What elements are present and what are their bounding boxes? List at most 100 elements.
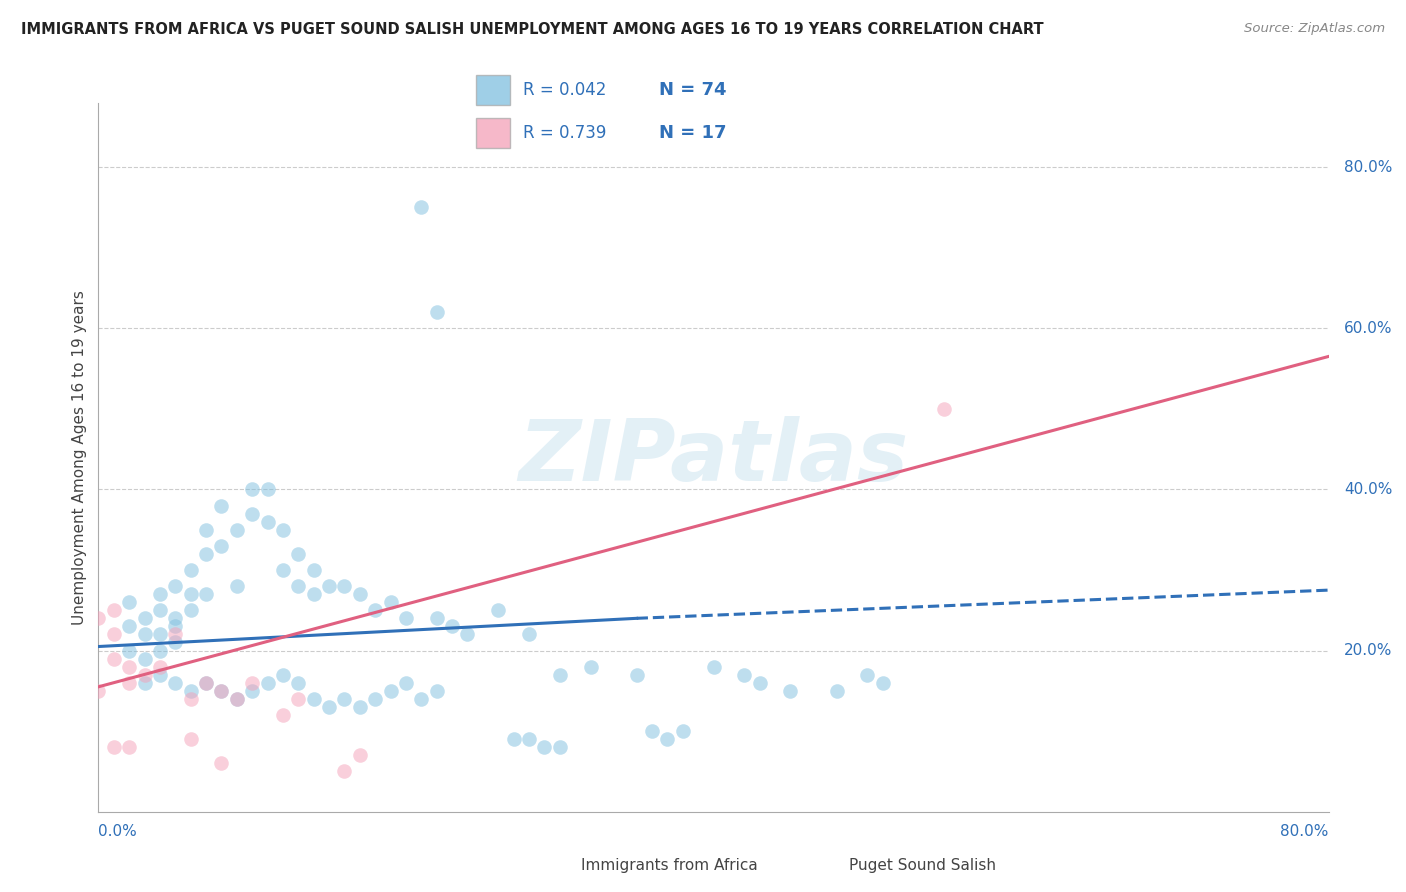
Point (364, 692, 387, 706)
Point (134, 667, 156, 681)
Point (240, 483, 263, 497)
Point (118, 740, 141, 755)
Point (302, 587, 325, 601)
Point (118, 619, 141, 633)
Point (333, 579, 356, 593)
Point (333, 764, 356, 779)
Y-axis label: Unemployment Among Ages 16 to 19 years: Unemployment Among Ages 16 to 19 years (72, 290, 87, 624)
Text: Puget Sound Salish: Puget Sound Salish (849, 858, 997, 872)
Point (134, 627, 156, 641)
Point (195, 675, 218, 690)
Text: 80.0%: 80.0% (1281, 824, 1329, 838)
Point (256, 483, 278, 497)
Point (426, 305, 449, 319)
Point (748, 675, 770, 690)
Point (103, 603, 125, 617)
Point (211, 683, 233, 698)
Point (349, 587, 371, 601)
Point (118, 675, 141, 690)
Text: R = 0.042: R = 0.042 (523, 81, 606, 99)
Point (211, 683, 233, 698)
Point (180, 587, 202, 601)
Point (165, 635, 187, 649)
Point (856, 667, 879, 681)
Point (426, 611, 449, 625)
Text: 20.0%: 20.0% (1344, 643, 1392, 658)
Point (225, 523, 247, 537)
Point (349, 748, 371, 763)
Point (364, 603, 387, 617)
Point (456, 627, 478, 641)
Point (149, 659, 172, 673)
Point (934, 401, 956, 416)
Point (149, 587, 172, 601)
Point (411, 200, 433, 214)
Point (548, 740, 571, 755)
Point (165, 611, 187, 625)
Point (180, 732, 202, 747)
Point (411, 692, 433, 706)
Point (287, 675, 309, 690)
Point (149, 627, 172, 641)
Point (395, 675, 418, 690)
Point (517, 627, 540, 641)
Point (103, 740, 125, 755)
Point (333, 692, 356, 706)
Point (271, 667, 294, 681)
Text: N = 74: N = 74 (659, 81, 727, 99)
Text: ZIPatlas: ZIPatlas (519, 416, 908, 499)
Text: Source: ZipAtlas.com: Source: ZipAtlas.com (1244, 22, 1385, 36)
Point (318, 700, 340, 714)
Point (118, 659, 141, 673)
Text: R = 0.739: R = 0.739 (523, 124, 606, 142)
Point (87, 683, 110, 698)
Point (149, 603, 172, 617)
Point (271, 523, 294, 537)
Point (302, 692, 325, 706)
Point (240, 683, 263, 698)
Point (733, 667, 755, 681)
Text: 60.0%: 60.0% (1344, 321, 1392, 335)
Point (165, 579, 187, 593)
Point (149, 643, 172, 657)
Point (225, 692, 247, 706)
Point (180, 603, 202, 617)
Point (502, 732, 524, 747)
Point (779, 683, 801, 698)
Text: 40.0%: 40.0% (1344, 482, 1392, 497)
Text: 0.0%: 0.0% (98, 824, 138, 838)
Point (195, 523, 218, 537)
FancyBboxPatch shape (477, 119, 510, 148)
Point (287, 692, 309, 706)
Point (672, 724, 695, 739)
Point (149, 667, 172, 681)
FancyBboxPatch shape (477, 75, 510, 104)
Point (240, 675, 263, 690)
Point (103, 651, 125, 665)
Point (318, 579, 340, 593)
Point (287, 579, 309, 593)
Point (87, 611, 110, 625)
Point (240, 507, 263, 521)
Point (134, 611, 156, 625)
Point (380, 683, 402, 698)
Point (225, 579, 247, 593)
Point (302, 563, 325, 577)
Point (211, 539, 233, 553)
Point (103, 627, 125, 641)
Point (872, 675, 894, 690)
Point (195, 587, 218, 601)
Point (380, 595, 402, 609)
Text: N = 17: N = 17 (659, 124, 727, 142)
Point (703, 659, 725, 673)
Point (118, 643, 141, 657)
Point (211, 756, 233, 771)
Point (225, 692, 247, 706)
Point (256, 515, 278, 529)
Point (441, 619, 464, 633)
Point (165, 675, 187, 690)
Point (271, 563, 294, 577)
Point (825, 683, 848, 698)
Point (180, 683, 202, 698)
Point (118, 595, 141, 609)
